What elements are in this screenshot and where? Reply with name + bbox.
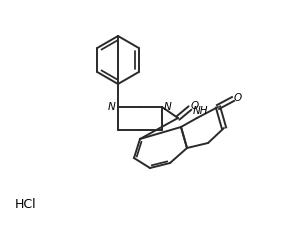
Text: N: N (164, 102, 172, 112)
Text: O: O (234, 93, 242, 103)
Text: HCl: HCl (15, 199, 37, 212)
Text: N: N (108, 102, 116, 112)
Text: NH: NH (192, 106, 208, 116)
Text: O: O (191, 101, 199, 111)
